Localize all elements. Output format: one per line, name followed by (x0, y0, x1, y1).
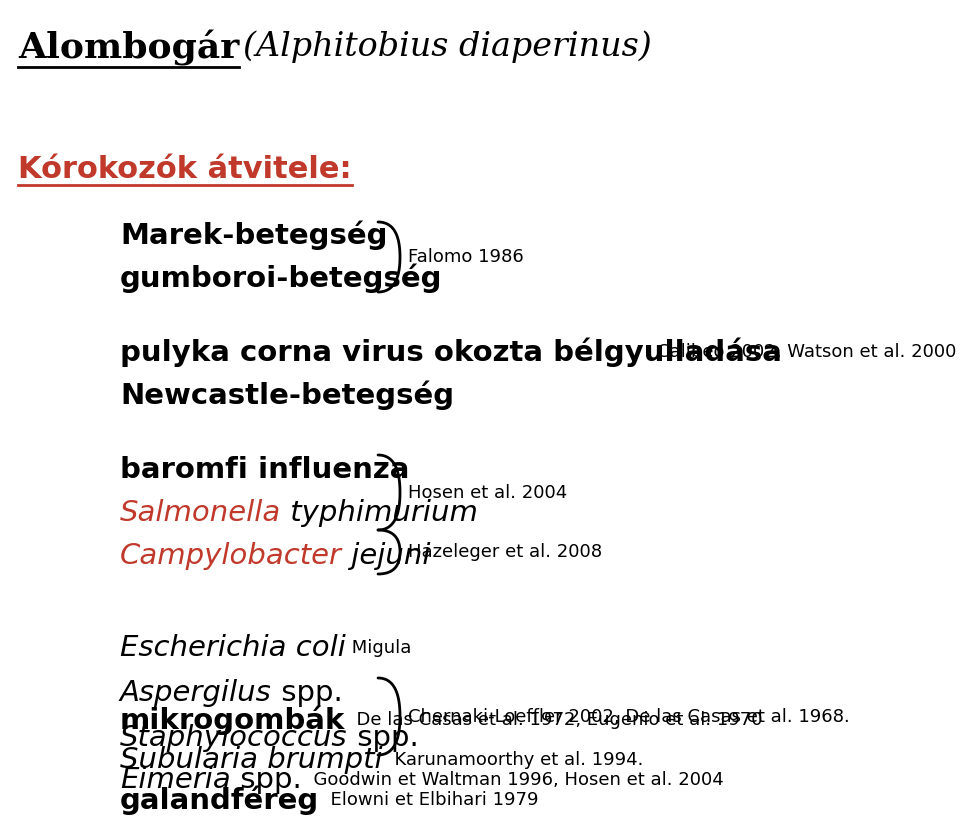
Text: Aspergilus: Aspergilus (120, 679, 272, 707)
Text: Subularia brumpti: Subularia brumpti (120, 746, 383, 774)
Text: Staphylococcus: Staphylococcus (120, 724, 348, 752)
Text: Goodwin et Waltman 1996, Hosen et al. 2004: Goodwin et Waltman 1996, Hosen et al. 20… (301, 771, 723, 789)
Text: De las Casas et al. 1972, Eugenio et al. 1970: De las Casas et al. 1972, Eugenio et al.… (346, 711, 763, 729)
Text: Chernaki-Loeffler 2002, De las Casas et al. 1968.: Chernaki-Loeffler 2002, De las Casas et … (408, 708, 850, 726)
Text: mikrogombák: mikrogombák (120, 706, 346, 735)
Text: Kórokozók átvitele:: Kórokozók átvitele: (18, 155, 351, 184)
Text: Alombogár: Alombogár (18, 30, 239, 66)
Text: Elowni et Elbihari 1979: Elowni et Elbihari 1979 (320, 791, 539, 809)
Text: Migula: Migula (346, 639, 411, 657)
Text: Hosen et al. 2004: Hosen et al. 2004 (408, 484, 567, 502)
Text: Campylobacter: Campylobacter (120, 542, 342, 570)
Text: typhimurium: typhimurium (281, 499, 478, 527)
Text: Salmonella: Salmonella (120, 499, 281, 527)
Text: Marek-betegség: Marek-betegség (120, 220, 388, 250)
Text: spp.: spp. (272, 679, 343, 707)
Text: Eimeria: Eimeria (120, 766, 230, 794)
Text: pulyka corna virus okozta bélgyulladása: pulyka corna virus okozta bélgyulladása (120, 337, 781, 366)
Text: Hazeleger et al. 2008: Hazeleger et al. 2008 (408, 543, 602, 561)
Text: Escherichia coli: Escherichia coli (120, 634, 346, 662)
Text: jejuni: jejuni (342, 542, 430, 570)
Text: spp.: spp. (230, 766, 301, 794)
Text: baromfi influenza: baromfi influenza (120, 456, 409, 484)
Text: spp.: spp. (348, 724, 419, 752)
Text: (Alphitobius diaperinus): (Alphitobius diaperinus) (243, 30, 652, 62)
Text: Karunamoorthy et al. 1994.: Karunamoorthy et al. 1994. (383, 751, 643, 769)
Text: Falomo 1986: Falomo 1986 (408, 248, 524, 266)
Text: galandféreg: galandféreg (120, 785, 320, 814)
Text: gumboroi-betegség: gumboroi-betegség (120, 263, 443, 293)
Text: Newcastle-betegség: Newcastle-betegség (120, 381, 454, 410)
Text: Calibeo 2002, Watson et al. 2000: Calibeo 2002, Watson et al. 2000 (657, 343, 956, 361)
